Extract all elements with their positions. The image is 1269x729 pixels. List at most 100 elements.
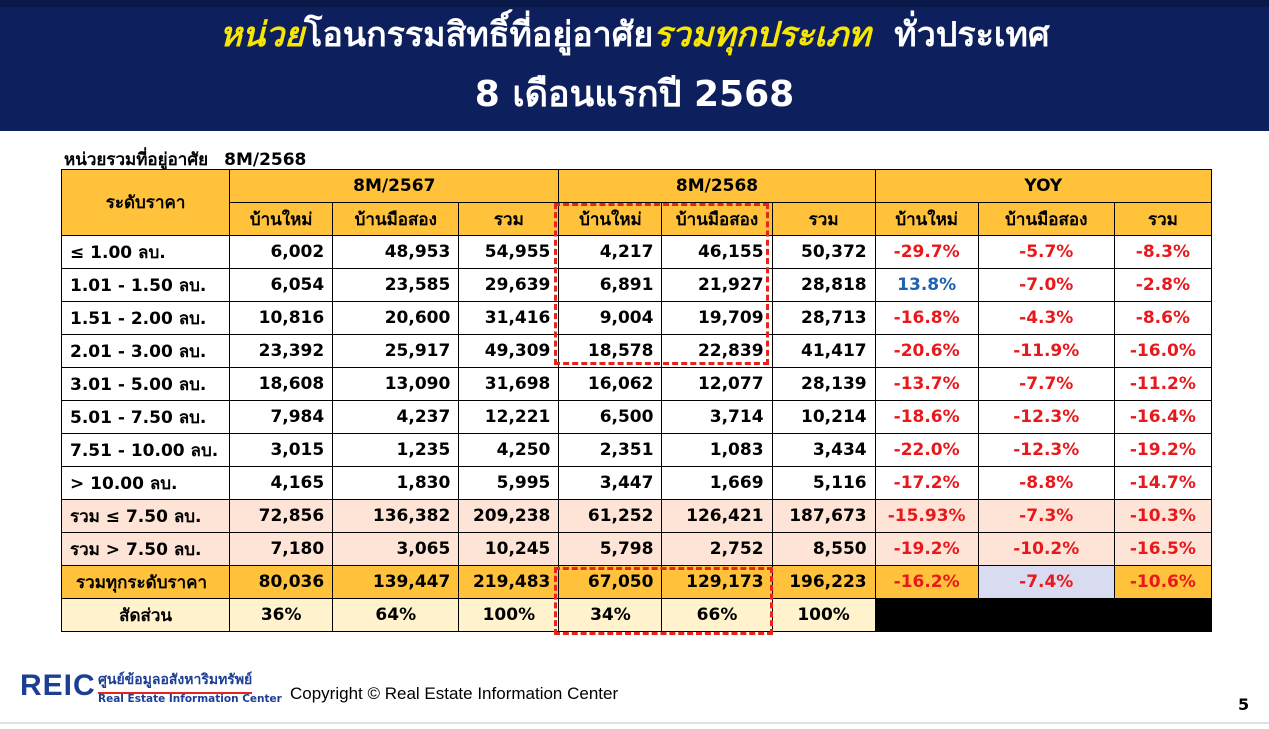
table-row: 7.51 - 10.00 ลบ. 3,015 1,235 4,250 2,351 1,08… <box>60 433 1213 467</box>
table-row: 1.01 - 1.50 ลบ. 6,054 23,585 29,639 6,891 21,… <box>60 268 1213 302</box>
unit-count-cell: 18,608 <box>229 367 334 401</box>
table-row: > 10.00 ลบ. 4,165 1,830 5,995 3,447 1,669 5,11… <box>60 466 1213 500</box>
banner-top-strip <box>0 0 1269 7</box>
yoy-change-cell: -10.3% <box>1113 499 1213 533</box>
logo-wordmark: REIC <box>20 669 96 702</box>
yoy-change-cell: -29.7% <box>874 235 979 269</box>
unit-count-cell: 28,713 <box>771 301 876 335</box>
subheader-cell: บ้านใหม่ <box>229 202 334 236</box>
yoy-change-cell: -20.6% <box>874 334 979 368</box>
caption-period: 8M/2568 <box>224 150 307 170</box>
unit-count-cell: 3,714 <box>661 400 773 434</box>
unit-count-cell: 18,578 <box>558 334 663 368</box>
yoy-change-cell: -11.2% <box>1113 367 1213 401</box>
table-row: 5.01 - 7.50 ลบ. 7,984 4,237 12,221 6,500 3,71… <box>60 400 1213 434</box>
unit-count-cell: 50,372 <box>771 235 876 269</box>
subheader-row: บ้านใหม่ บ้านมือสอง รวม บ้านใหม่ บ้านมือสองร… <box>62 202 1213 236</box>
yoy-change-cell: -16.5% <box>1113 532 1213 566</box>
subheader-cell: บ้านใหม่ <box>874 202 979 236</box>
ratio-cell: 36% <box>229 598 334 632</box>
page-title: หน่วยโอนกรรมสิทธิ์ที่อยู่อาศัยรวมทุกประเ… <box>0 14 1269 56</box>
yoy-change-cell: -14.7% <box>1113 466 1213 500</box>
unit-count-cell: 7,984 <box>229 400 334 434</box>
title-highlight-units: หน่วย <box>219 15 305 55</box>
ratio-blank-cell <box>874 598 1213 632</box>
unit-count-cell: 187,673 <box>771 499 876 533</box>
yoy-change-cell: -7.0% <box>977 268 1115 302</box>
unit-count-cell: 54,955 <box>458 235 560 269</box>
unit-count-cell: 3,447 <box>558 466 663 500</box>
yoy-change-cell: -17.2% <box>874 466 979 500</box>
unit-count-cell: 31,698 <box>458 367 560 401</box>
subheader-cell: รวม <box>458 202 560 236</box>
unit-count-cell: 6,054 <box>229 268 334 302</box>
table-row: 3.01 - 5.00 ลบ. 18,608 13,090 31,698 16,062 1… <box>60 367 1213 401</box>
logo-thai-name: ศูนย์ข้อมูลอสังหาริมทรัพย์ <box>98 669 253 694</box>
yoy-change-cell: -12.3% <box>977 400 1115 434</box>
yoy-change-cell: -10.2% <box>977 532 1115 566</box>
subheader-cell: บ้านใหม่ <box>558 202 663 236</box>
subheader-cell: บ้านมือสอง <box>661 202 773 236</box>
unit-count-cell: 80,036 <box>229 565 334 599</box>
ratio-cell: 100% <box>771 598 876 632</box>
unit-count-cell: 126,421 <box>661 499 773 533</box>
unit-count-cell: 6,002 <box>229 235 334 269</box>
yoy-change-cell: -16.2% <box>874 565 979 599</box>
table-row: 1.51 - 2.00 ลบ. 10,816 20,600 31,416 9,004 19… <box>60 301 1213 335</box>
yoy-change-cell: -7.4% <box>977 565 1115 599</box>
unit-count-cell: 72,856 <box>229 499 334 533</box>
unit-count-cell: 12,221 <box>458 400 560 434</box>
yoy-change-cell: -2.8% <box>1113 268 1213 302</box>
unit-count-cell: 196,223 <box>771 565 876 599</box>
unit-count-cell: 3,015 <box>229 433 334 467</box>
subheader-cell: รวม <box>1113 202 1213 236</box>
ratio-cell: 64% <box>332 598 460 632</box>
unit-count-cell: 10,214 <box>771 400 876 434</box>
price-level-cell: 1.51 - 2.00 ลบ. <box>60 301 231 335</box>
unit-count-cell: 136,382 <box>332 499 460 533</box>
ratio-cell: 34% <box>558 598 663 632</box>
unit-count-cell: 5,798 <box>558 532 663 566</box>
unit-count-cell: 6,500 <box>558 400 663 434</box>
unit-count-cell: 10,245 <box>458 532 560 566</box>
unit-count-cell: 23,392 <box>229 334 334 368</box>
ratio-cell: 100% <box>458 598 560 632</box>
unit-count-cell: 7,180 <box>229 532 334 566</box>
yoy-change-cell: -5.7% <box>977 235 1115 269</box>
subheader-cell: บ้านมือสอง <box>977 202 1115 236</box>
price-level-cell: 1.01 - 1.50 ลบ. <box>60 268 231 302</box>
unit-count-cell: 4,165 <box>229 466 334 500</box>
yoy-change-cell: -8.6% <box>1113 301 1213 335</box>
unit-count-cell: 3,065 <box>332 532 460 566</box>
footer-divider <box>0 722 1269 724</box>
yoy-change-cell: -7.7% <box>977 367 1115 401</box>
price-level-cell: รวมทุกระดับราคา <box>60 565 231 599</box>
unit-count-cell: 12,077 <box>661 367 773 401</box>
price-level-cell: 7.51 - 10.00 ลบ. <box>60 433 231 467</box>
title-banner: หน่วยโอนกรรมสิทธิ์ที่อยู่อาศัยรวมทุกประเ… <box>0 0 1269 131</box>
title-text-nationwide: ทั่วประเทศ <box>894 15 1050 55</box>
yoy-change-cell: -10.6% <box>1113 565 1213 599</box>
yoy-change-cell: -16.0% <box>1113 334 1213 368</box>
price-level-header: ระดับราคา <box>60 169 231 236</box>
unit-count-cell: 28,818 <box>771 268 876 302</box>
yoy-change-cell: -12.3% <box>977 433 1115 467</box>
yoy-change-cell: -8.3% <box>1113 235 1213 269</box>
unit-count-cell: 10,816 <box>229 301 334 335</box>
yoy-change-cell: -19.2% <box>874 532 979 566</box>
unit-count-cell: 3,434 <box>771 433 876 467</box>
title-highlight-all-types: รวมทุกประเภท <box>653 15 871 55</box>
transfer-units-table: ระดับราคา 8M/2567 8M/2568 YOY บ้านใหม่ บ้… <box>60 169 1213 632</box>
table-caption: หน่วยรวมที่อยู่อาศัย 8M/2568 <box>64 146 306 173</box>
yoy-change-cell: -16.4% <box>1113 400 1213 434</box>
unit-count-cell: 5,995 <box>458 466 560 500</box>
unit-count-cell: 41,417 <box>771 334 876 368</box>
group-header-8m2568: 8M/2568 <box>558 169 876 203</box>
group-header-8m2567: 8M/2567 <box>229 169 560 203</box>
unit-count-cell: 46,155 <box>661 235 773 269</box>
unit-count-cell: 49,309 <box>458 334 560 368</box>
yoy-change-cell: -19.2% <box>1113 433 1213 467</box>
yoy-change-cell: -4.3% <box>977 301 1115 335</box>
subheader-cell: บ้านมือสอง <box>332 202 460 236</box>
copyright-text: Copyright © Real Estate Information Cent… <box>290 684 619 703</box>
